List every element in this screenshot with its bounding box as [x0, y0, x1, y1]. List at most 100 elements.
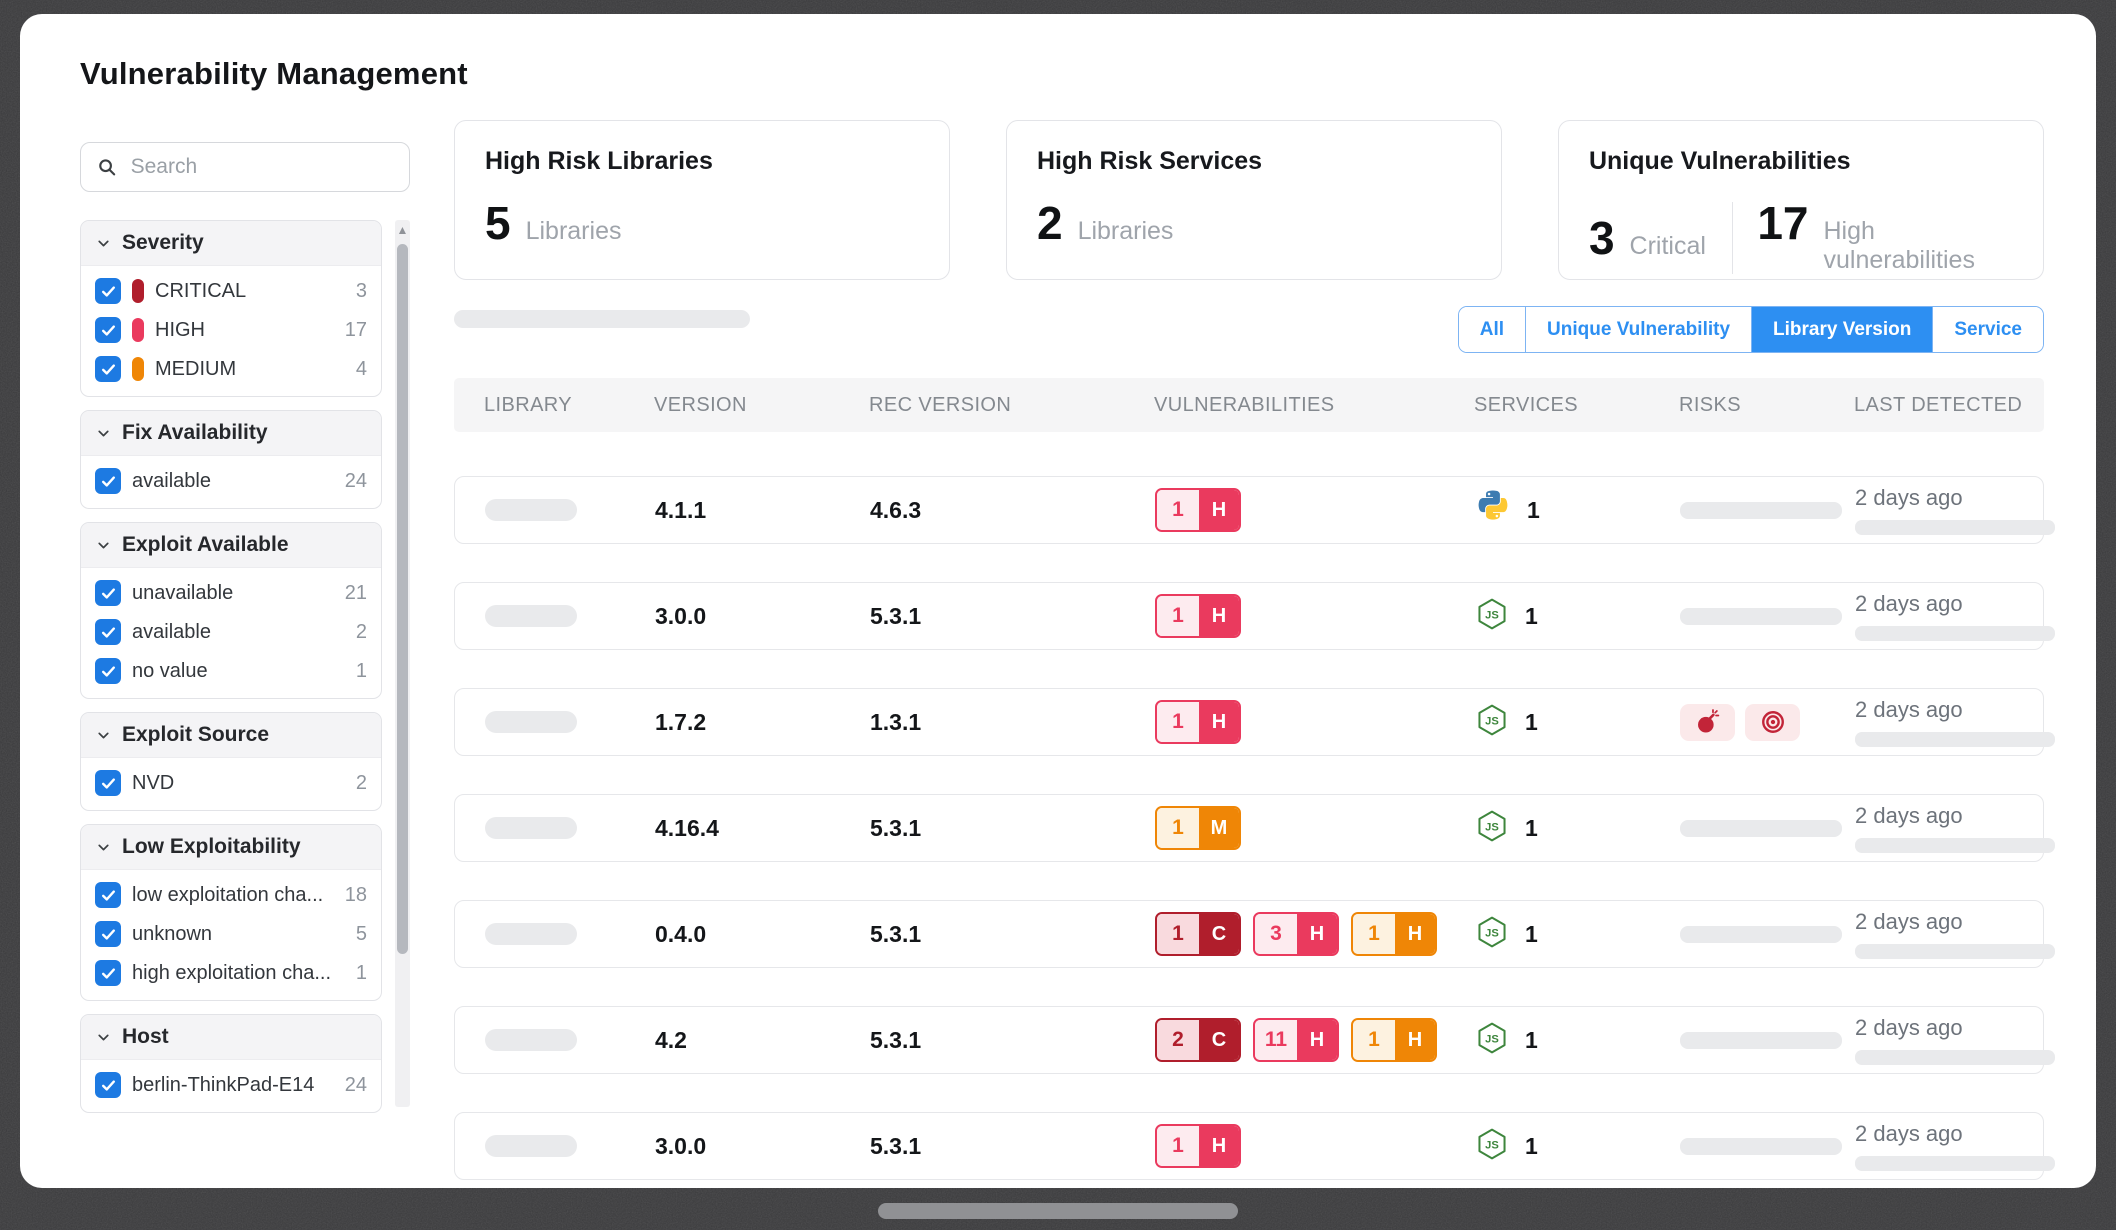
check-icon	[101, 665, 115, 677]
version-value: 3.0.0	[655, 1132, 707, 1159]
filter-section-items: berlin-ThinkPad-E14 24	[81, 1060, 381, 1112]
tab-all[interactable]: All	[1458, 307, 1526, 352]
filter-item-high[interactable]: HIGH 17	[95, 317, 367, 343]
check-icon	[101, 324, 115, 336]
filter-section-items: available 24	[81, 456, 381, 508]
checkbox-checked[interactable]	[95, 658, 121, 684]
check-icon	[101, 928, 115, 940]
filter-section-header-host[interactable]: Host	[81, 1015, 381, 1060]
checkbox-checked[interactable]	[95, 960, 121, 986]
filter-item-available[interactable]: available 24	[95, 468, 367, 494]
app-window: Vulnerability Management Severity CRITICA…	[20, 14, 2096, 1188]
checkbox-checked[interactable]	[95, 882, 121, 908]
filter-section-items: CRITICAL 3 HIGH 17 MEDIUM 4	[81, 266, 381, 396]
table-row[interactable]: 4.1.1 4.6.3 1 H 1 2 days ago	[454, 476, 2055, 544]
filter-item-critical[interactable]: CRITICAL 3	[95, 278, 367, 304]
filter-section-title: Severity	[122, 231, 204, 254]
tab-service[interactable]: Service	[1932, 307, 2043, 352]
filter-section-items: NVD 2	[81, 758, 381, 810]
checkbox-checked[interactable]	[95, 921, 121, 947]
search-input[interactable]	[128, 154, 393, 180]
column-header-library: LIBRARY	[484, 393, 573, 416]
service-icon-wrap: JS	[1475, 809, 1509, 848]
scrollbar-thumb[interactable]	[397, 244, 408, 954]
severity-letter: H	[1297, 1020, 1337, 1060]
library-cell	[455, 923, 655, 945]
severity-letter: H	[1199, 490, 1239, 530]
library-cell	[455, 499, 655, 521]
table-row[interactable]: 4.16.4 5.3.1 1 M JS 1 2 days ago	[454, 794, 2055, 862]
filter-item-available[interactable]: available 2	[95, 619, 367, 645]
loading-skeleton-bar	[454, 310, 750, 328]
search-box[interactable]	[80, 142, 410, 192]
high-count: 17	[1757, 197, 1809, 249]
svg-text:JS: JS	[1485, 927, 1499, 939]
filter-item-no-value[interactable]: no value 1	[95, 658, 367, 684]
filter-section-header-severity[interactable]: Severity	[81, 221, 381, 266]
tab-unique-vulnerability[interactable]: Unique Vulnerability	[1525, 307, 1752, 352]
filter-item-count: 21	[344, 581, 367, 604]
filter-item-unavailable[interactable]: unavailable 21	[95, 580, 367, 606]
table-row[interactable]: 4.2 5.3.1 2 C 11 H 1 H JS 1 2 days ago	[454, 1006, 2055, 1074]
column-header-version: VERSION	[654, 393, 747, 416]
filter-section-title: Exploit Source	[122, 723, 270, 746]
risk-skeleton	[1680, 819, 1842, 837]
version-cell: 4.16.4	[655, 815, 870, 842]
sidebar-scrollbar[interactable]: ▲	[395, 220, 410, 1107]
column-header-last-detected: LAST DETECTED	[1854, 393, 2023, 416]
services-cell: JS 1	[1475, 1021, 1680, 1060]
table-row[interactable]: 3.0.0 5.3.1 1 H JS 1 2 days ago	[454, 582, 2055, 650]
version-cell: 3.0.0	[655, 1133, 870, 1160]
version-cell: 0.4.0	[655, 921, 870, 948]
filter-section-header-exploit-available[interactable]: Exploit Available	[81, 523, 381, 568]
table-row[interactable]: 3.0.0 5.3.1 1 H JS 1 2 days ago	[454, 1112, 2055, 1180]
detected-skeleton	[1855, 1050, 2055, 1065]
checkbox-checked[interactable]	[95, 317, 121, 343]
filter-section-low-exploitability: Low Exploitability low exploitation cha..…	[80, 824, 382, 1001]
filter-section-header-low-exploitability[interactable]: Low Exploitability	[81, 825, 381, 870]
bomb-icon	[1697, 709, 1719, 733]
main-panel: High Risk Libraries 5 Libraries High Ris…	[454, 120, 2055, 1180]
detected-skeleton	[1855, 1156, 2055, 1171]
checkbox-checked[interactable]	[95, 770, 121, 796]
filter-item-low-exploitation-cha[interactable]: low exploitation cha... 18	[95, 882, 367, 908]
filter-item-count: 1	[355, 961, 367, 984]
filter-section-header-fix-availability[interactable]: Fix Availability	[81, 411, 381, 456]
vulnerability-count: 1	[1157, 1126, 1199, 1166]
filter-item-nvd[interactable]: NVD 2	[95, 770, 367, 796]
risk-chip-bomb[interactable]	[1680, 703, 1735, 741]
checkbox-checked[interactable]	[95, 580, 121, 606]
checkbox-checked[interactable]	[95, 356, 121, 382]
service-count: 1	[1527, 496, 1540, 523]
filter-section-header-exploit-source[interactable]: Exploit Source	[81, 713, 381, 758]
filter-item-unknown[interactable]: unknown 5	[95, 921, 367, 947]
chevron-down-icon	[98, 844, 109, 850]
checkbox-checked[interactable]	[95, 278, 121, 304]
table-row[interactable]: 0.4.0 5.3.1 1 C 3 H 1 H JS 1 2 days ago	[454, 900, 2055, 968]
chevron-down-icon	[98, 1034, 109, 1040]
filter-item-berlin-thinkpad-e14[interactable]: berlin-ThinkPad-E14 24	[95, 1072, 367, 1098]
detected-skeleton	[1855, 732, 2055, 747]
services-cell: JS 1	[1475, 915, 1680, 954]
risk-chips	[1680, 703, 1855, 741]
library-name-skeleton	[485, 499, 577, 521]
filter-section-title: Host	[122, 1025, 169, 1048]
risk-chip-target[interactable]	[1745, 703, 1800, 741]
checkbox-checked[interactable]	[95, 1072, 121, 1098]
risks-cell	[1680, 819, 1855, 837]
vulnerability-count: 3	[1255, 914, 1297, 954]
version-cell: 3.0.0	[655, 603, 870, 630]
rec-version-cell: 4.6.3	[870, 497, 1155, 524]
tab-library-version[interactable]: Library Version	[1751, 307, 1933, 352]
checkbox-checked[interactable]	[95, 619, 121, 645]
table-row[interactable]: 1.7.2 1.3.1 1 H JS 1 2 days ago	[454, 688, 2055, 756]
version-value: 4.2	[655, 1026, 687, 1053]
scrollbar-up-icon[interactable]: ▲	[396, 223, 409, 237]
filter-item-medium[interactable]: MEDIUM 4	[95, 356, 367, 382]
column-header-services: SERVICES	[1474, 393, 1578, 416]
checkbox-checked[interactable]	[95, 468, 121, 494]
filter-item-high-exploitation-cha[interactable]: high exploitation cha... 1	[95, 960, 367, 986]
last-detected-value: 2 days ago	[1855, 803, 1963, 828]
